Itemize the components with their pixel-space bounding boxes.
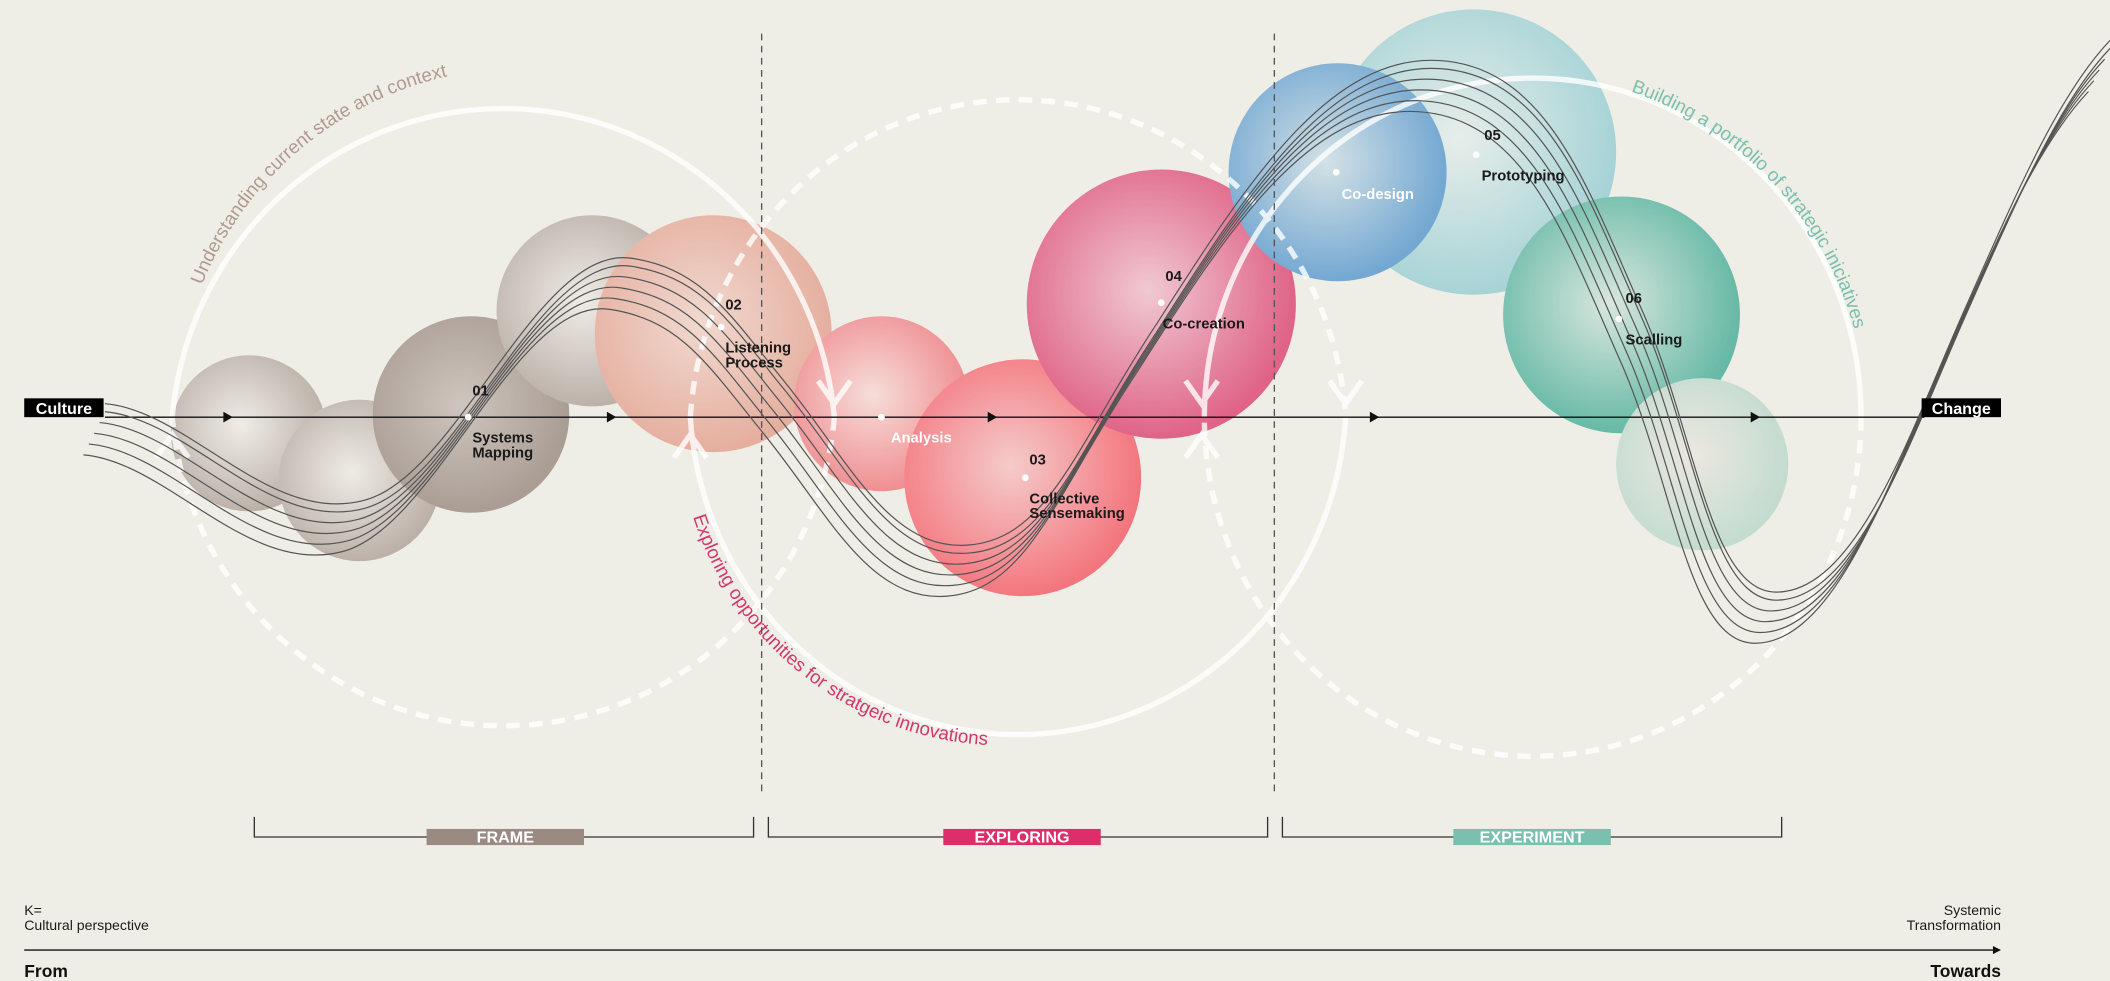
node-label: Collective [1029,491,1099,507]
footer-text: Cultural perspective [24,917,149,933]
node-label: Co-creation [1163,316,1245,332]
arc-label: Understanding current state and context [186,60,449,287]
phase-label: EXPLORING [975,828,1070,846]
node-label: Process [725,355,783,371]
node-label: Prototyping [1482,168,1565,184]
page: Understanding current state and context … [0,0,2110,981]
phase-label: FRAME [477,828,535,846]
arc-label-text: Understanding current state and context [186,60,449,287]
diagram: Understanding current state and context … [0,0,2110,981]
node-label: Co-design [1342,187,1414,203]
footer-from: From [24,961,68,981]
node-label: Sensemaking [1029,506,1124,522]
node-number: 04 [1165,269,1182,285]
node-label: Mapping [472,446,533,462]
footer-towards: Towards [1930,961,2001,981]
bubbles [171,9,1788,596]
node-number: 02 [725,298,741,314]
footer-text: K= [24,902,42,918]
node-label: Analysis [891,431,952,447]
start-label: Culture [36,400,92,418]
node-number: 05 [1484,128,1500,144]
footer-text: Systemic [1944,902,2001,918]
node-number: 03 [1029,452,1045,468]
node-label: Scalling [1626,332,1683,348]
node-number: 06 [1626,291,1642,307]
end-label: Change [1932,400,1991,418]
node-number: 01 [472,384,488,400]
node-label: Systems [472,431,533,447]
footer-text: Transformation [1907,917,2001,933]
footer: K= Cultural perspective Systemic Transfo… [24,902,2001,981]
phase-label: EXPERIMENT [1480,828,1585,846]
node-label: Listening [725,341,791,357]
